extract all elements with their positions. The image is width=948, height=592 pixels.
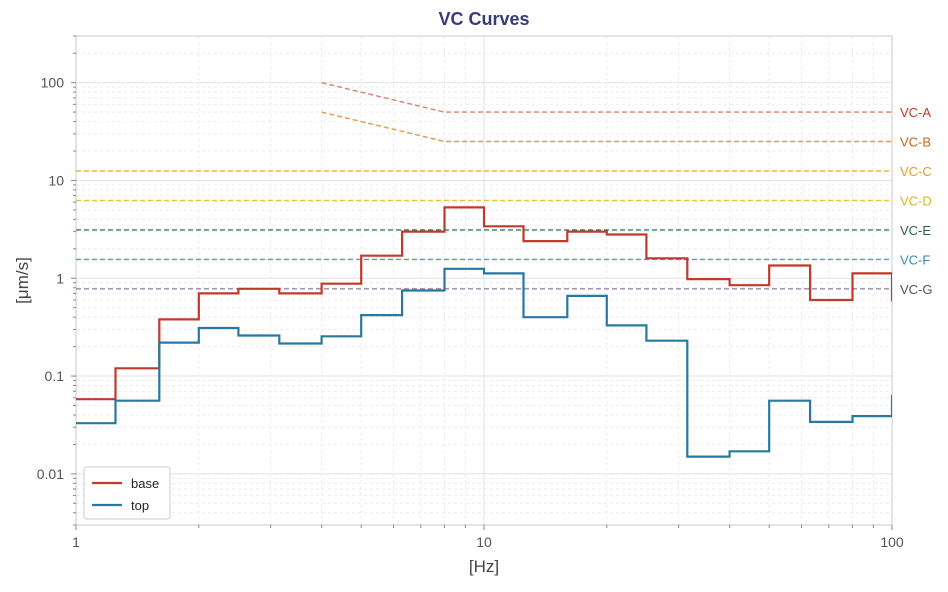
reference-label-vc-b: VC-B	[900, 135, 931, 150]
legend-label-top: top	[131, 498, 149, 513]
y-axis-label: [μm/s]	[13, 257, 32, 304]
legend: base top	[83, 466, 171, 520]
series-line-base	[76, 206, 892, 401]
reference-labels: VC-A VC-B VC-C VC-D VC-E VC-F VC-G	[900, 105, 933, 297]
y-tick-label: 1	[56, 270, 64, 286]
reference-label-vc-g: VC-G	[900, 282, 933, 297]
legend-label-base: base	[131, 476, 159, 491]
y-tick-label: 0.1	[45, 368, 65, 384]
y-tick-label: 100	[41, 75, 65, 91]
data-series	[76, 206, 892, 458]
x-tick-label: 100	[880, 534, 904, 550]
reference-curve-vc-a	[321, 82, 892, 113]
legend-box	[83, 466, 171, 520]
reference-label-vc-e: VC-E	[900, 223, 931, 238]
reference-curve-vc-b	[321, 111, 892, 143]
x-tick-label: 1	[72, 534, 80, 550]
x-axis-label: [Hz]	[469, 557, 499, 576]
reference-label-vc-f: VC-F	[900, 252, 930, 267]
reference-label-vc-d: VC-D	[900, 193, 932, 208]
x-tick-label: 10	[476, 534, 492, 550]
reference-label-vc-c: VC-C	[900, 164, 932, 179]
y-tick-label: 10	[48, 172, 64, 188]
y-tick-label: 0.01	[37, 466, 64, 482]
series-line-top	[76, 267, 892, 458]
tick-marks	[71, 35, 893, 530]
chart-title: VC Curves	[438, 9, 529, 29]
reference-curves	[76, 82, 892, 290]
reference-label-vc-a: VC-A	[900, 105, 931, 120]
